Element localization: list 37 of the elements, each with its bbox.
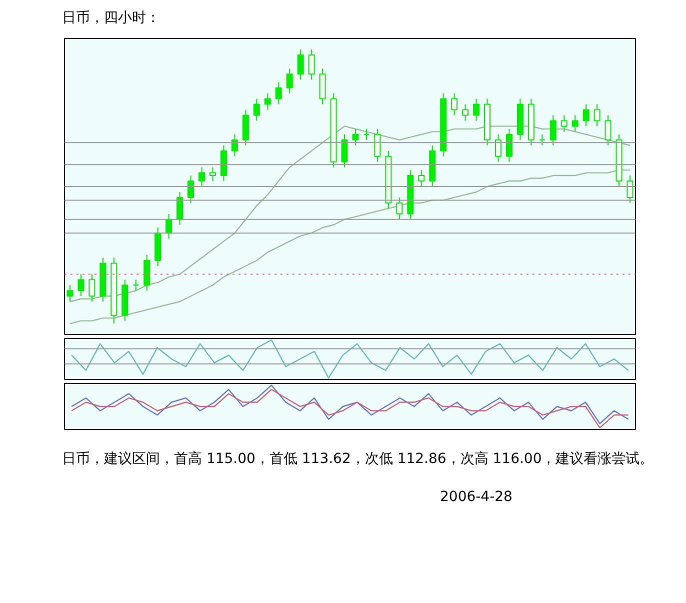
candlestick — [594, 104, 600, 127]
candlestick — [494, 134, 502, 162]
chart-title: 日币，四小时： — [62, 9, 160, 28]
candlestick — [88, 274, 96, 302]
candlestick — [308, 48, 315, 80]
candlestick — [572, 114, 578, 132]
candlestick — [396, 196, 403, 220]
candlestick — [560, 114, 568, 132]
candlestick — [550, 114, 556, 146]
candlestick — [352, 128, 359, 146]
candlestick — [418, 170, 425, 187]
candlestick — [176, 191, 184, 226]
candlestick — [78, 274, 84, 297]
candlestick — [264, 92, 271, 110]
text: 2006-4-28 — [440, 488, 512, 507]
candlestick — [363, 128, 370, 140]
candlestick — [538, 134, 546, 146]
candlestick — [209, 166, 216, 182]
candlestick — [275, 82, 282, 105]
candlestick — [188, 175, 194, 204]
candlestick — [253, 98, 260, 122]
candlestick — [66, 284, 74, 302]
candlestick — [462, 104, 469, 122]
candlestick — [132, 279, 140, 292]
candlestick — [374, 128, 381, 162]
candlestick — [626, 175, 634, 204]
candlestick — [231, 134, 238, 157]
candlestick — [451, 92, 458, 116]
candlestick — [473, 98, 480, 122]
candlestick — [506, 128, 512, 162]
text: 日币，建议区间，首高 115.00，首低 113.62，次低 112.86，次高 116.00，建议看涨尝试。 — [62, 450, 654, 469]
candlestick — [582, 104, 590, 127]
candlestick — [341, 134, 348, 168]
candlestick — [286, 68, 293, 94]
candlestick — [198, 166, 206, 187]
candlestick — [604, 114, 612, 146]
candlestick — [297, 48, 304, 80]
